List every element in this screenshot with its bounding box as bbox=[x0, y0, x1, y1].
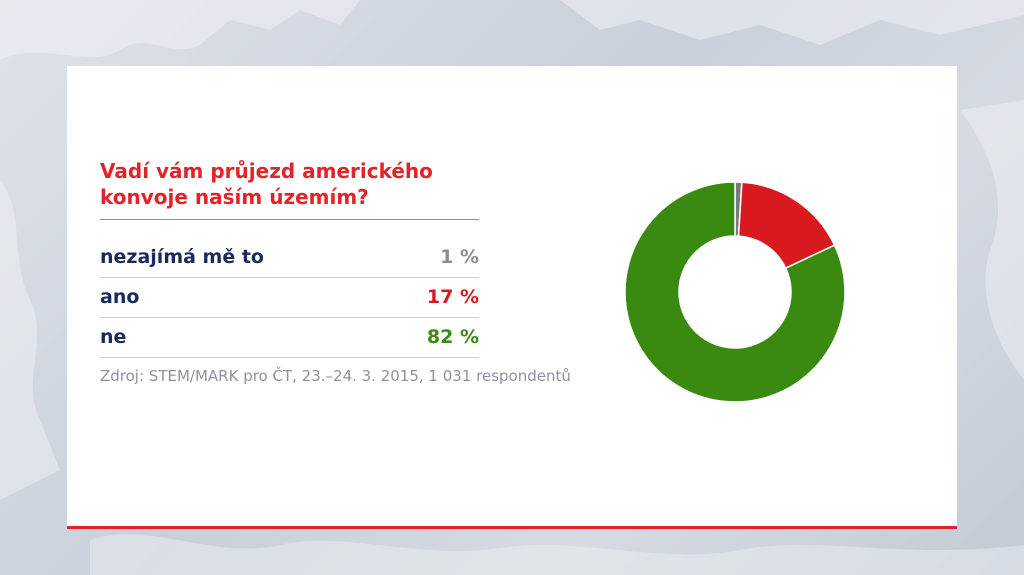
poll-question: Vadí vám průjezd amerického konvoje naší… bbox=[100, 159, 433, 209]
answer-row-yes: ano 17 % bbox=[100, 278, 479, 318]
answer-row-no: ne 82 % bbox=[100, 318, 479, 358]
donut-slice-ne bbox=[624, 181, 846, 403]
answer-value: 1 % bbox=[440, 246, 479, 268]
answer-label: nezajímá mě to bbox=[100, 246, 264, 268]
answer-label: ano bbox=[100, 286, 140, 308]
answer-value: 17 % bbox=[426, 286, 479, 308]
source-note: Zdroj: STEM/MARK pro ČT, 23.–24. 3. 2015… bbox=[100, 367, 571, 385]
poll-card: Vadí vám průjezd amerického konvoje naší… bbox=[67, 66, 957, 529]
answer-row-indifferent: nezajímá mě to 1 % bbox=[100, 238, 479, 278]
answers-table: nezajímá mě to 1 % ano 17 % ne 82 % bbox=[100, 238, 479, 358]
answer-label: ne bbox=[100, 326, 127, 348]
donut-chart bbox=[624, 181, 846, 403]
answer-value: 82 % bbox=[426, 326, 479, 348]
question-divider bbox=[100, 219, 479, 220]
